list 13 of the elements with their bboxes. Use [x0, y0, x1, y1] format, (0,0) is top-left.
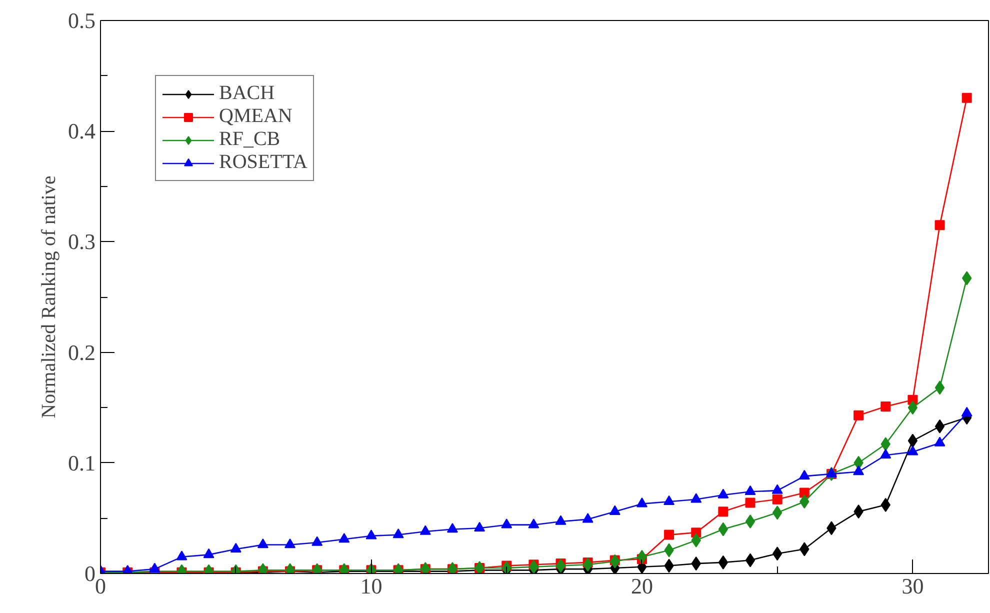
legend-label: RF_CB	[219, 128, 280, 151]
legend-label: QMEAN	[219, 105, 292, 128]
y-tick-label: 0.1	[68, 450, 96, 476]
y-tick-label: 0.3	[68, 229, 96, 254]
legend-label: ROSETTA	[219, 151, 308, 174]
y-tick-label: 0.5	[68, 8, 96, 33]
y-tick-label: 0.2	[68, 340, 96, 365]
x-tick-label: 10	[360, 574, 382, 598]
legend-label: BACH	[219, 82, 275, 105]
y-tick-label: 0.4	[68, 118, 96, 144]
x-tick-label: 20	[630, 574, 653, 598]
x-tick-label: 30	[902, 574, 924, 598]
y-axis-title: Normalized Ranking of native	[38, 176, 60, 418]
